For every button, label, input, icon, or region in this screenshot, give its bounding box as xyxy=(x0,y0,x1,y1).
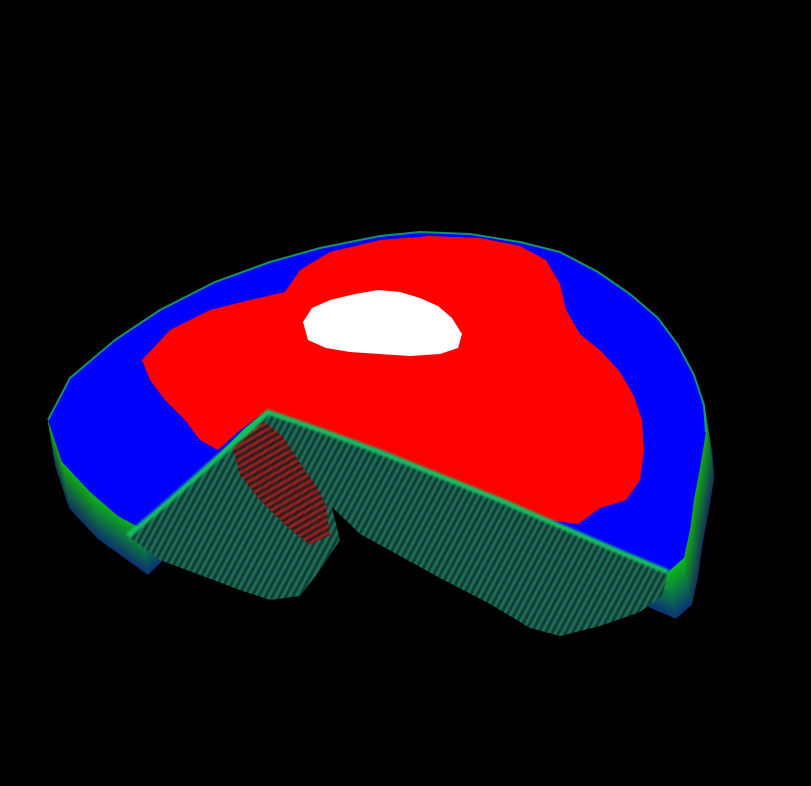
green-outer-rim xyxy=(47,230,707,433)
white-core xyxy=(303,290,462,356)
red-region xyxy=(142,236,644,524)
cut-face-left-red xyxy=(232,420,330,545)
cut-face-right xyxy=(268,412,668,636)
green-rim-edge xyxy=(126,409,669,575)
